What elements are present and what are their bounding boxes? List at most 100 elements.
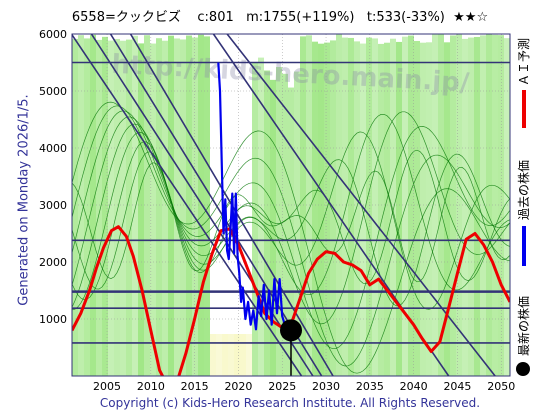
background-band xyxy=(354,41,360,376)
background-band xyxy=(90,34,96,376)
legend-ai-swatch xyxy=(522,90,526,128)
background-band xyxy=(192,37,198,376)
background-band xyxy=(198,34,204,376)
background-band xyxy=(480,35,486,376)
y-tick-label: 3000 xyxy=(39,199,67,212)
decorative-curve xyxy=(72,101,510,374)
background-band xyxy=(468,37,474,376)
diagonal-trend-line xyxy=(109,34,323,376)
background-band xyxy=(270,79,276,376)
background-band xyxy=(240,334,246,376)
decorative-curve xyxy=(72,113,510,308)
background-band xyxy=(132,35,138,376)
legend-latest-price: 最新の株価 xyxy=(512,290,554,378)
background-band xyxy=(72,38,78,376)
background-band xyxy=(276,66,282,376)
background-band xyxy=(156,38,162,376)
x-tick-label: 2045 xyxy=(443,380,471,393)
legend-past-price: 過去の株価 xyxy=(512,148,554,268)
background-band xyxy=(162,40,168,376)
background-band xyxy=(504,38,510,376)
background-band xyxy=(360,43,366,376)
x-tick-label: 2010 xyxy=(137,380,165,393)
background-band xyxy=(420,42,426,376)
x-tick-label: 2035 xyxy=(356,380,384,393)
background-band xyxy=(450,35,456,376)
background-band xyxy=(408,35,414,376)
y-tick-label: 6000 xyxy=(39,28,67,41)
background-band xyxy=(390,38,396,376)
background-band xyxy=(246,334,252,376)
background-band xyxy=(108,40,114,376)
background-band xyxy=(282,73,288,376)
background-band xyxy=(384,42,390,376)
x-tick-label: 2050 xyxy=(487,380,515,393)
decorative-curve xyxy=(72,141,510,307)
background-band xyxy=(306,35,312,376)
decorative-curve xyxy=(72,162,510,283)
background-band xyxy=(102,36,108,376)
y-tick-label: 4000 xyxy=(39,142,67,155)
diagonal-trend-line xyxy=(129,34,334,376)
background-band xyxy=(96,39,102,376)
legend-past-label: 過去の株価 xyxy=(517,159,531,220)
background-band xyxy=(168,35,174,376)
copyright-footer: Copyright (c) Kids-Hero Research Institu… xyxy=(99,396,481,410)
background-band xyxy=(204,36,210,376)
diagonal-trend-line xyxy=(90,34,314,376)
background-band xyxy=(426,42,432,376)
background-band xyxy=(114,38,120,376)
background-band xyxy=(180,39,186,376)
decorative-curve xyxy=(72,111,510,325)
legend: ＡＩ予測 過去の株価 最新の株価 xyxy=(512,28,554,378)
x-tick-label: 2015 xyxy=(181,380,209,393)
background-band xyxy=(414,40,420,376)
legend-latest-dot-icon xyxy=(516,362,530,376)
background-band xyxy=(186,35,192,376)
background-band xyxy=(144,35,150,376)
background-band xyxy=(300,36,306,376)
background-band xyxy=(324,42,330,376)
background-band xyxy=(150,43,156,376)
x-tick-label: 2030 xyxy=(312,380,340,393)
diagonal-trend-line xyxy=(226,34,496,376)
background-band xyxy=(318,43,324,376)
background-band xyxy=(396,41,402,376)
x-tick-label: 2025 xyxy=(268,380,296,393)
background-band xyxy=(402,36,408,376)
background-band xyxy=(366,37,372,376)
background-band xyxy=(372,38,378,376)
background-band xyxy=(216,334,222,376)
diagonal-trend-line xyxy=(72,34,303,376)
background-band xyxy=(174,38,180,376)
background-band xyxy=(138,43,144,376)
background-band xyxy=(78,35,84,376)
y-tick-label: 2000 xyxy=(39,256,67,269)
background-band xyxy=(222,334,228,376)
background-band xyxy=(234,334,240,376)
background-band xyxy=(126,39,132,376)
legend-past-swatch xyxy=(522,226,526,266)
background-band xyxy=(378,43,384,376)
x-tick-label: 2040 xyxy=(400,380,428,393)
background-band xyxy=(264,70,270,376)
background-band xyxy=(462,38,468,376)
background-band xyxy=(444,42,450,376)
background-band xyxy=(288,87,294,376)
background-band xyxy=(294,71,300,376)
background-band xyxy=(252,62,258,376)
latest-price-dot xyxy=(280,319,302,342)
y-tick-label: 1000 xyxy=(39,313,67,326)
background-band xyxy=(258,57,264,376)
background-band xyxy=(120,40,126,376)
background-band xyxy=(210,334,216,376)
background-band xyxy=(228,334,234,376)
x-tick-label: 2020 xyxy=(224,380,252,393)
legend-latest-label: 最新の株価 xyxy=(517,295,531,356)
plot-frame xyxy=(71,33,511,377)
background-band xyxy=(84,38,90,376)
decorative-curve xyxy=(72,105,510,367)
background-band xyxy=(348,37,354,376)
decorative-curve xyxy=(72,110,510,350)
